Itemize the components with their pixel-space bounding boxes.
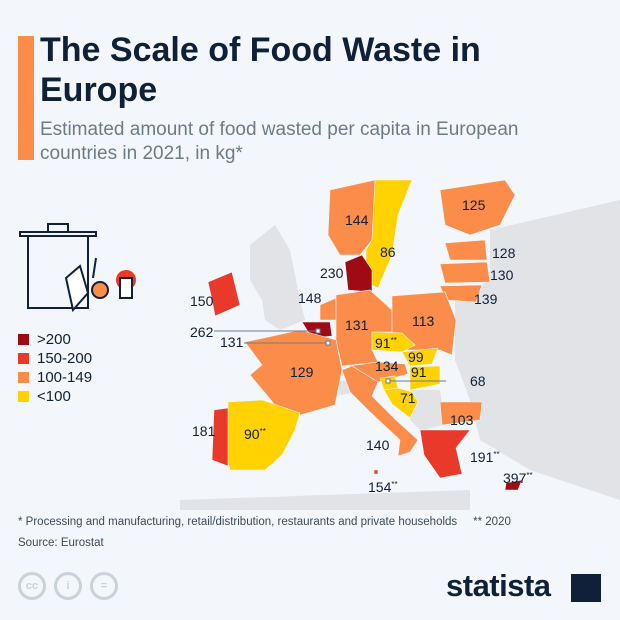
- value-label-portugal: 181: [192, 423, 216, 439]
- value-label-lithuania: 139: [474, 291, 498, 307]
- value-label-poland: 113: [412, 313, 435, 329]
- cc-icon[interactable]: cc: [18, 572, 46, 600]
- country-czechia: [371, 331, 416, 353]
- value-label-hungary: 91: [411, 364, 427, 380]
- value-label-finland: 125: [462, 197, 486, 213]
- country-croatia: [383, 387, 419, 419]
- country-sweden: [365, 179, 413, 289]
- legend-item: >200: [18, 330, 92, 349]
- value-label-malta: 154**: [368, 479, 398, 495]
- legend: >200 150-200 100-149 <100: [18, 330, 92, 406]
- license-icons[interactable]: cc i =: [18, 572, 118, 600]
- no-data-land: [180, 200, 620, 510]
- legend-label: >200: [37, 331, 71, 348]
- value-label-slovakia: 99: [408, 349, 424, 365]
- source: Source: Eurostat: [18, 537, 104, 549]
- north-africa: [180, 490, 470, 510]
- value-label-austria: 134: [375, 358, 399, 374]
- value-label-norway: 144: [345, 212, 369, 228]
- country-finland: [439, 179, 516, 236]
- value-label-bulgaria: 103: [450, 412, 474, 428]
- value-label-belgium: 262: [190, 324, 214, 340]
- luxembourg-marker: [325, 340, 331, 346]
- value-label-slovenia: 68: [470, 373, 486, 389]
- value-label-italy: 140: [366, 437, 390, 453]
- value-label-sweden: 86: [380, 244, 396, 260]
- value-label-luxembourg: 131: [220, 334, 244, 350]
- legend-label: <100: [37, 388, 71, 405]
- value-label-latvia: 130: [490, 267, 514, 283]
- by-icon[interactable]: i: [54, 572, 82, 600]
- legend-label: 100-149: [37, 369, 93, 386]
- value-label-germany: 131: [345, 317, 369, 333]
- legend-item: 100-149: [18, 368, 92, 387]
- statista-logo[interactable]: statista: [446, 568, 551, 603]
- title-accent-bar: [18, 36, 34, 160]
- value-label-netherlands: 148: [298, 290, 322, 306]
- nd-icon[interactable]: =: [90, 572, 118, 600]
- country-bulgaria: [439, 401, 483, 426]
- page-title: The Scale of Food Waste in Europe: [40, 31, 481, 109]
- balkans: [410, 390, 445, 430]
- country-denmark: [344, 254, 373, 293]
- value-label-greece: 191**: [470, 449, 500, 465]
- statista-logo-mark: [571, 574, 601, 602]
- country-netherlands: [319, 297, 337, 321]
- legend-item: <100: [18, 387, 92, 406]
- belgium-marker: [315, 328, 321, 334]
- value-label-croatia: 71: [400, 390, 416, 406]
- country-malta: [373, 469, 379, 475]
- country-ireland: [207, 271, 241, 317]
- country-italy: [341, 365, 419, 457]
- uk: [250, 225, 305, 330]
- value-label-denmark: 230: [320, 265, 344, 281]
- country-france: [244, 329, 343, 416]
- value-label-ireland: 150: [190, 293, 214, 309]
- country-portugal: [211, 407, 229, 467]
- country-greece: [419, 429, 471, 479]
- country-hungary: [409, 365, 441, 391]
- country-cyprus: [504, 479, 523, 491]
- footnote: * Processing and manufacturing, retail/d…: [18, 516, 511, 528]
- value-label-estonia: 128: [492, 245, 516, 261]
- trash-bin-food-icon: [18, 218, 138, 323]
- legend-label: 150-200: [37, 350, 93, 367]
- value-label-cyprus: 397**: [503, 470, 533, 486]
- subtitle: Estimated amount of food wasted per capi…: [40, 119, 519, 164]
- country-slovakia: [401, 347, 439, 367]
- value-label-france: 129: [290, 364, 314, 380]
- country-latvia: [439, 261, 491, 284]
- slovenia-marker: [385, 378, 391, 384]
- legend-item: 150-200: [18, 349, 92, 368]
- country-estonia: [444, 239, 488, 261]
- eastern-europe: [455, 200, 620, 500]
